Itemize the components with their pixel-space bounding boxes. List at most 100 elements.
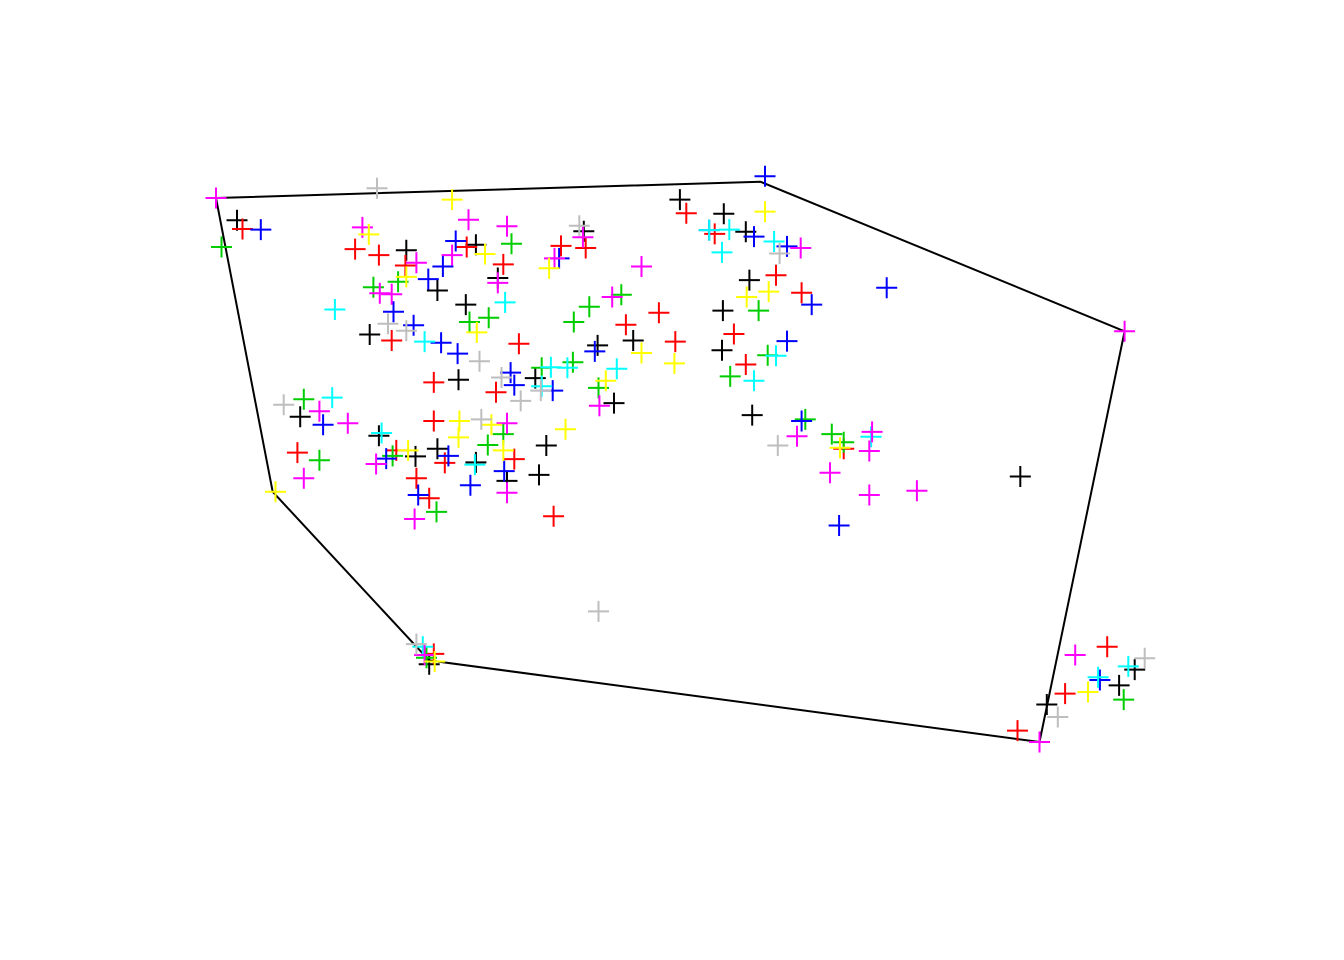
- point-marker: [418, 487, 440, 509]
- point-marker: [445, 230, 467, 252]
- point-marker: [711, 241, 733, 263]
- point-marker: [664, 331, 686, 353]
- point-marker: [562, 351, 584, 373]
- point-marker: [603, 392, 625, 414]
- point-marker: [368, 425, 390, 447]
- point-marker: [456, 236, 478, 258]
- point-marker: [544, 247, 565, 269]
- point-marker: [404, 508, 426, 530]
- point-marker: [441, 189, 463, 211]
- point-marker: [606, 358, 628, 380]
- point-marker: [308, 400, 330, 422]
- point-marker: [1087, 666, 1109, 688]
- point-marker: [407, 484, 429, 506]
- point-marker: [748, 300, 770, 322]
- point-marker: [1007, 720, 1028, 742]
- point-marker: [791, 410, 813, 432]
- point-marker: [265, 481, 286, 503]
- point-marker: [528, 464, 550, 486]
- point-marker: [423, 371, 445, 393]
- point-marker: [211, 236, 232, 258]
- point-marker: [365, 453, 387, 475]
- point-marker: [447, 343, 469, 365]
- point-marker: [496, 412, 518, 434]
- point-marker: [405, 633, 427, 655]
- point-marker: [426, 438, 448, 460]
- point-marker: [719, 365, 741, 387]
- point-marker: [416, 647, 437, 669]
- point-marker: [344, 238, 366, 260]
- point-marker: [858, 484, 880, 506]
- point-markers: [205, 165, 1156, 753]
- point-marker: [736, 286, 758, 308]
- point-marker: [496, 482, 518, 504]
- point-marker: [395, 266, 417, 288]
- point-marker: [424, 651, 446, 672]
- point-marker: [375, 448, 397, 470]
- point-marker: [713, 203, 735, 225]
- point-marker: [723, 323, 745, 345]
- point-marker: [496, 215, 518, 237]
- point-marker: [459, 474, 481, 496]
- point-marker: [535, 435, 557, 456]
- point-marker: [1054, 683, 1076, 705]
- point-marker: [754, 165, 776, 187]
- point-marker: [359, 324, 381, 345]
- point-marker: [663, 352, 685, 374]
- point-marker: [480, 414, 502, 436]
- point-marker: [395, 320, 417, 342]
- point-marker: [769, 243, 791, 264]
- point-marker: [371, 422, 393, 444]
- point-marker: [448, 426, 469, 448]
- point-marker: [1117, 655, 1139, 677]
- point-marker: [458, 209, 479, 231]
- point-marker: [493, 460, 515, 482]
- point-marker: [631, 256, 652, 277]
- point-marker: [1036, 694, 1058, 715]
- point-marker: [555, 418, 576, 440]
- point-marker: [833, 431, 855, 453]
- point-marker: [437, 445, 459, 467]
- point-marker: [455, 294, 477, 316]
- point-marker: [615, 314, 637, 336]
- point-marker: [492, 253, 514, 275]
- point-marker: [704, 223, 726, 245]
- point-marker: [1064, 644, 1086, 666]
- point-marker: [474, 243, 496, 265]
- point-marker: [588, 600, 609, 622]
- point-marker: [1114, 320, 1136, 342]
- point-marker: [501, 233, 522, 255]
- point-marker: [441, 244, 463, 266]
- point-marker: [712, 300, 734, 322]
- point-marker: [286, 442, 308, 464]
- point-marker: [575, 237, 597, 259]
- point-marker: [821, 423, 843, 445]
- point-marker: [767, 435, 789, 456]
- point-marker: [470, 408, 492, 430]
- point-marker: [510, 390, 532, 412]
- point-marker: [738, 269, 760, 291]
- point-marker: [226, 209, 248, 231]
- point-marker: [829, 437, 851, 459]
- point-marker: [1009, 466, 1031, 487]
- point-marker: [584, 340, 606, 362]
- point-marker: [631, 342, 652, 364]
- point-marker: [289, 406, 311, 428]
- point-marker: [743, 226, 765, 248]
- point-marker: [828, 515, 850, 536]
- point-marker: [478, 307, 500, 329]
- point-marker: [1029, 731, 1050, 753]
- point-marker: [735, 221, 757, 243]
- point-marker: [205, 187, 227, 209]
- point-marker: [426, 501, 447, 523]
- point-marker: [763, 231, 785, 252]
- point-marker: [1108, 674, 1130, 696]
- point-marker: [572, 226, 594, 248]
- point-marker: [448, 369, 469, 391]
- point-marker: [794, 408, 816, 430]
- point-marker: [1096, 636, 1118, 658]
- point-marker: [819, 462, 841, 484]
- point-marker: [381, 330, 403, 351]
- point-marker: [485, 381, 507, 403]
- point-marker: [735, 354, 757, 375]
